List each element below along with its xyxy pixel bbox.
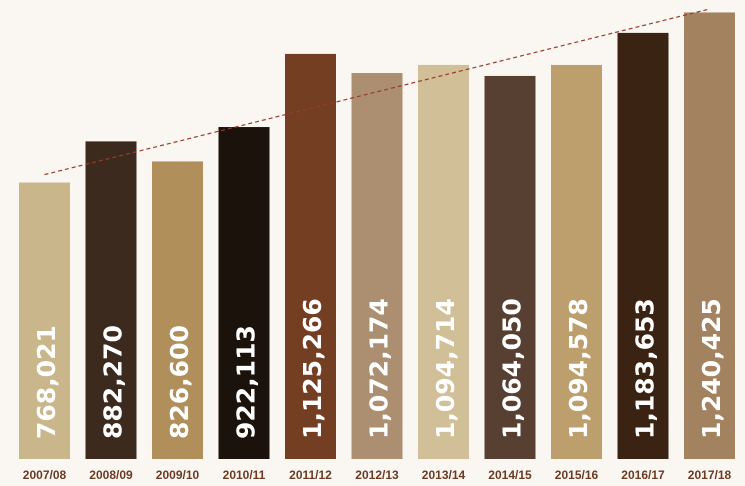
bar-2012/13 <box>351 73 403 459</box>
value-label: 1,072,174 <box>365 298 394 439</box>
bar-2013/14 <box>418 64 469 460</box>
value-label: 1,125,266 <box>298 298 327 439</box>
value-labels-group: 768,021 882,270 826,600 922,113 1,125,266 1,0… <box>32 298 726 439</box>
x-tick-label: 2009/10 <box>156 468 200 482</box>
bar-2016/17 <box>617 32 669 459</box>
x-tick-label: 2008/09 <box>89 468 133 482</box>
bar-2007/08 <box>19 182 70 459</box>
bar-2009/10 <box>152 161 203 459</box>
trend-line <box>44 8 710 176</box>
x-tick-label: 2012/13 <box>355 468 399 482</box>
x-tick-label: 2013/14 <box>422 468 466 482</box>
x-tick-label: 2011/12 <box>289 468 332 482</box>
bar-2008/09 <box>85 141 137 459</box>
value-label: 826,600 <box>165 325 194 439</box>
bar-2015/16 <box>551 64 602 460</box>
bar-2017/18 <box>684 12 735 460</box>
value-label: 882,270 <box>99 325 128 439</box>
x-tick-labels-group: 2007/08 2008/09 2009/10 2010/11 2011/12 2012/… <box>23 468 732 482</box>
x-tick-label: 2016/17 <box>621 468 665 482</box>
value-label: 1,094,578 <box>564 298 593 439</box>
x-tick-label: 2010/11 <box>223 468 266 482</box>
value-label: 1,183,653 <box>631 298 660 439</box>
value-label: 1,094,714 <box>431 298 460 439</box>
x-tick-label: 2014/15 <box>488 468 532 482</box>
bar-2014/15 <box>484 75 536 459</box>
value-label: 768,021 <box>32 325 61 439</box>
bar-2010/11 <box>218 127 270 460</box>
x-tick-label: 2007/08 <box>23 468 67 482</box>
value-label: 1,240,425 <box>697 298 726 439</box>
bar-2011/12 <box>285 53 336 460</box>
x-tick-label: 2017/18 <box>688 468 732 482</box>
x-tick-label: 2015/16 <box>555 468 599 482</box>
value-label: 922,113 <box>232 325 261 439</box>
value-label: 1,064,050 <box>498 298 527 439</box>
bars-group <box>19 12 735 460</box>
